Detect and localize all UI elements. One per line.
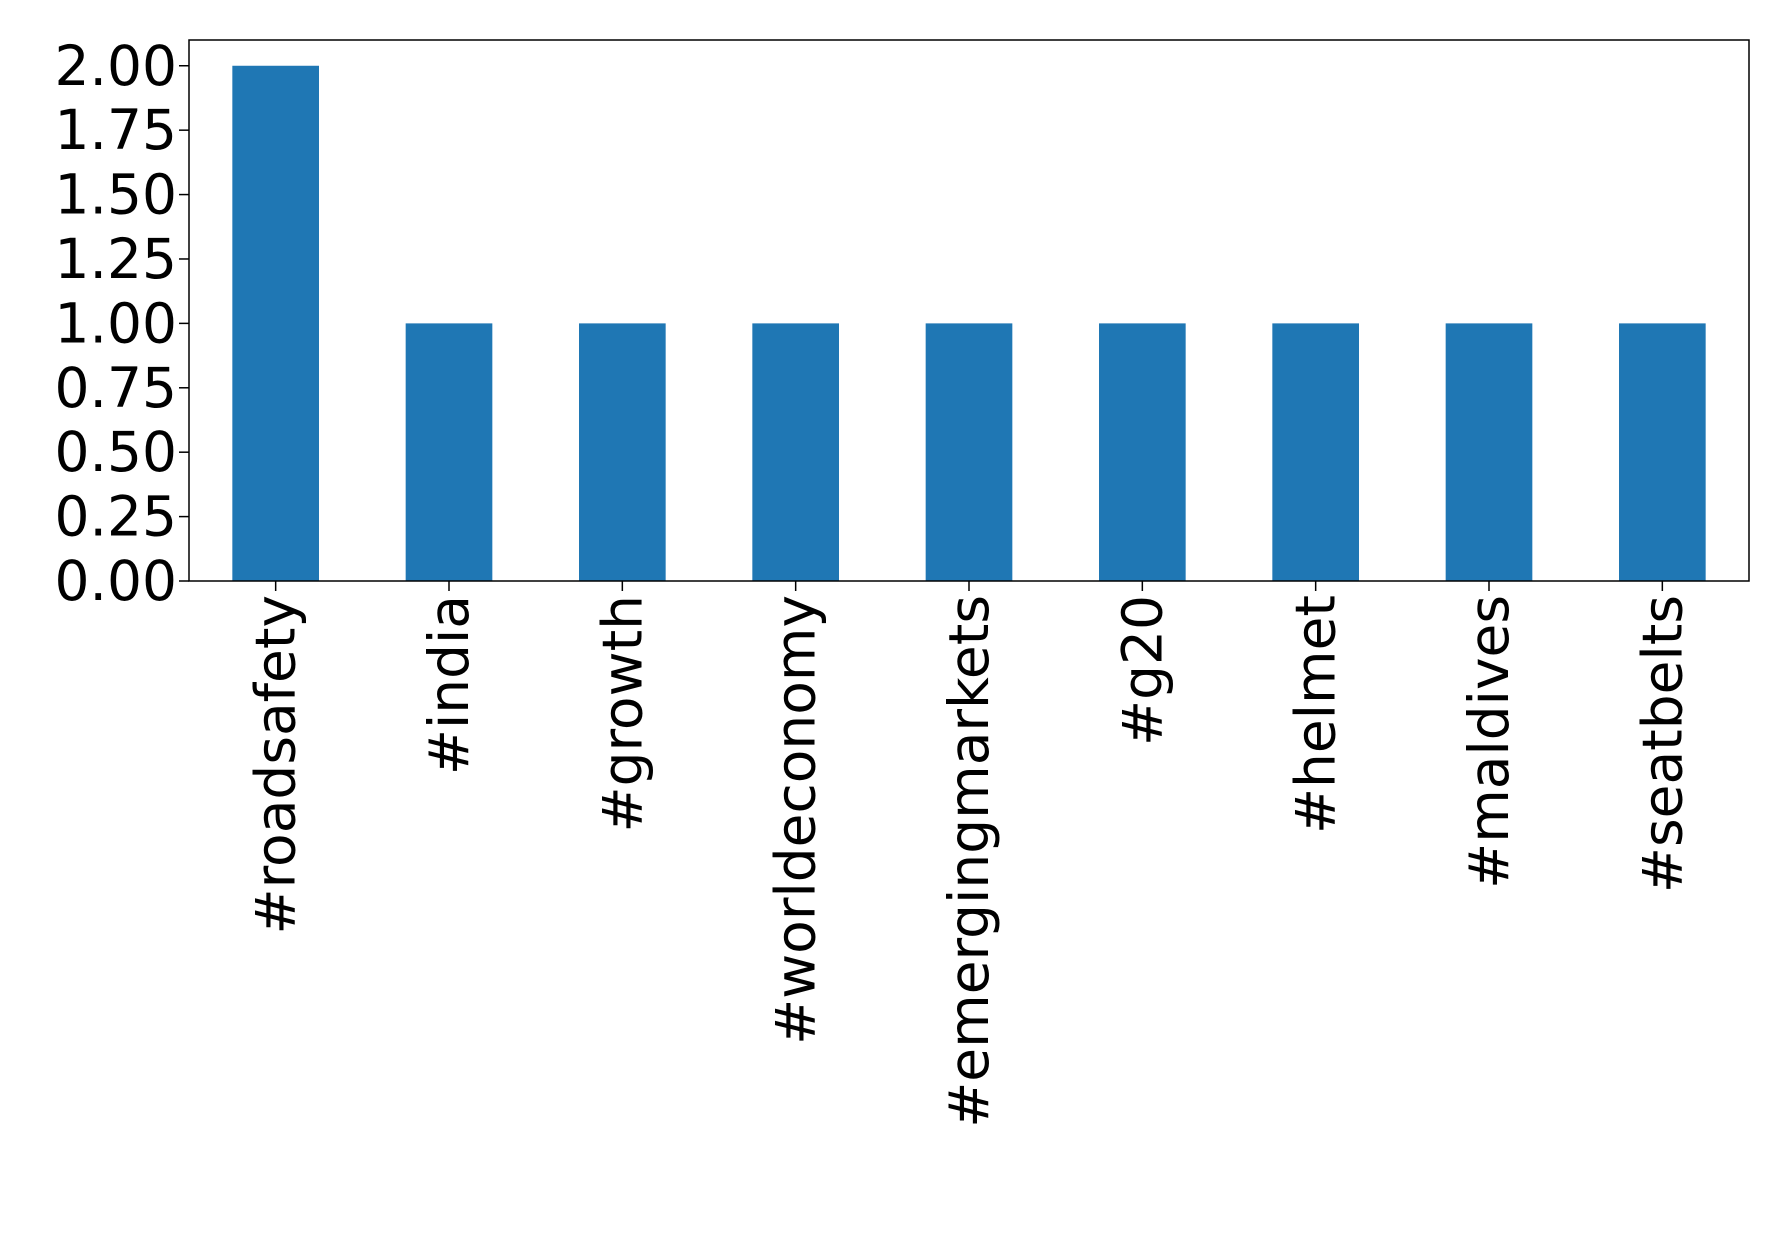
y-tick-label: 0.25 (55, 485, 177, 549)
bar (1445, 323, 1533, 581)
x-tick-label: #worldeconomy (764, 595, 828, 1045)
y-tick-label: 0.00 (55, 549, 177, 613)
y-tick-label: 1.75 (55, 98, 177, 162)
bar (1272, 323, 1359, 581)
x-tick-label: #emergingmarkets (937, 595, 1001, 1128)
x-tick-label: #india (417, 595, 481, 775)
bar (1099, 323, 1186, 581)
x-tick-label: #roadsafety (244, 595, 308, 934)
x-tick-label: #helmet (1284, 595, 1348, 834)
y-tick-label: 1.00 (55, 291, 177, 355)
x-tick-label: #g20 (1110, 595, 1174, 746)
bar (925, 323, 1013, 581)
y-tick-label: 1.25 (55, 227, 177, 291)
x-tick-label: #seatbelts (1630, 595, 1694, 893)
bar (405, 323, 493, 581)
y-tick-label: 2.00 (55, 34, 177, 98)
plot-frame (188, 39, 1750, 582)
y-tick-label: 0.75 (55, 356, 177, 420)
bar (752, 323, 839, 581)
bar (579, 323, 666, 581)
y-tick-label: 1.50 (55, 163, 177, 227)
x-tick-label: #growth (590, 595, 654, 832)
bar (1619, 323, 1706, 581)
x-tick-label: #maldives (1457, 595, 1521, 889)
bar (232, 65, 319, 581)
y-tick-label: 0.50 (55, 420, 177, 484)
